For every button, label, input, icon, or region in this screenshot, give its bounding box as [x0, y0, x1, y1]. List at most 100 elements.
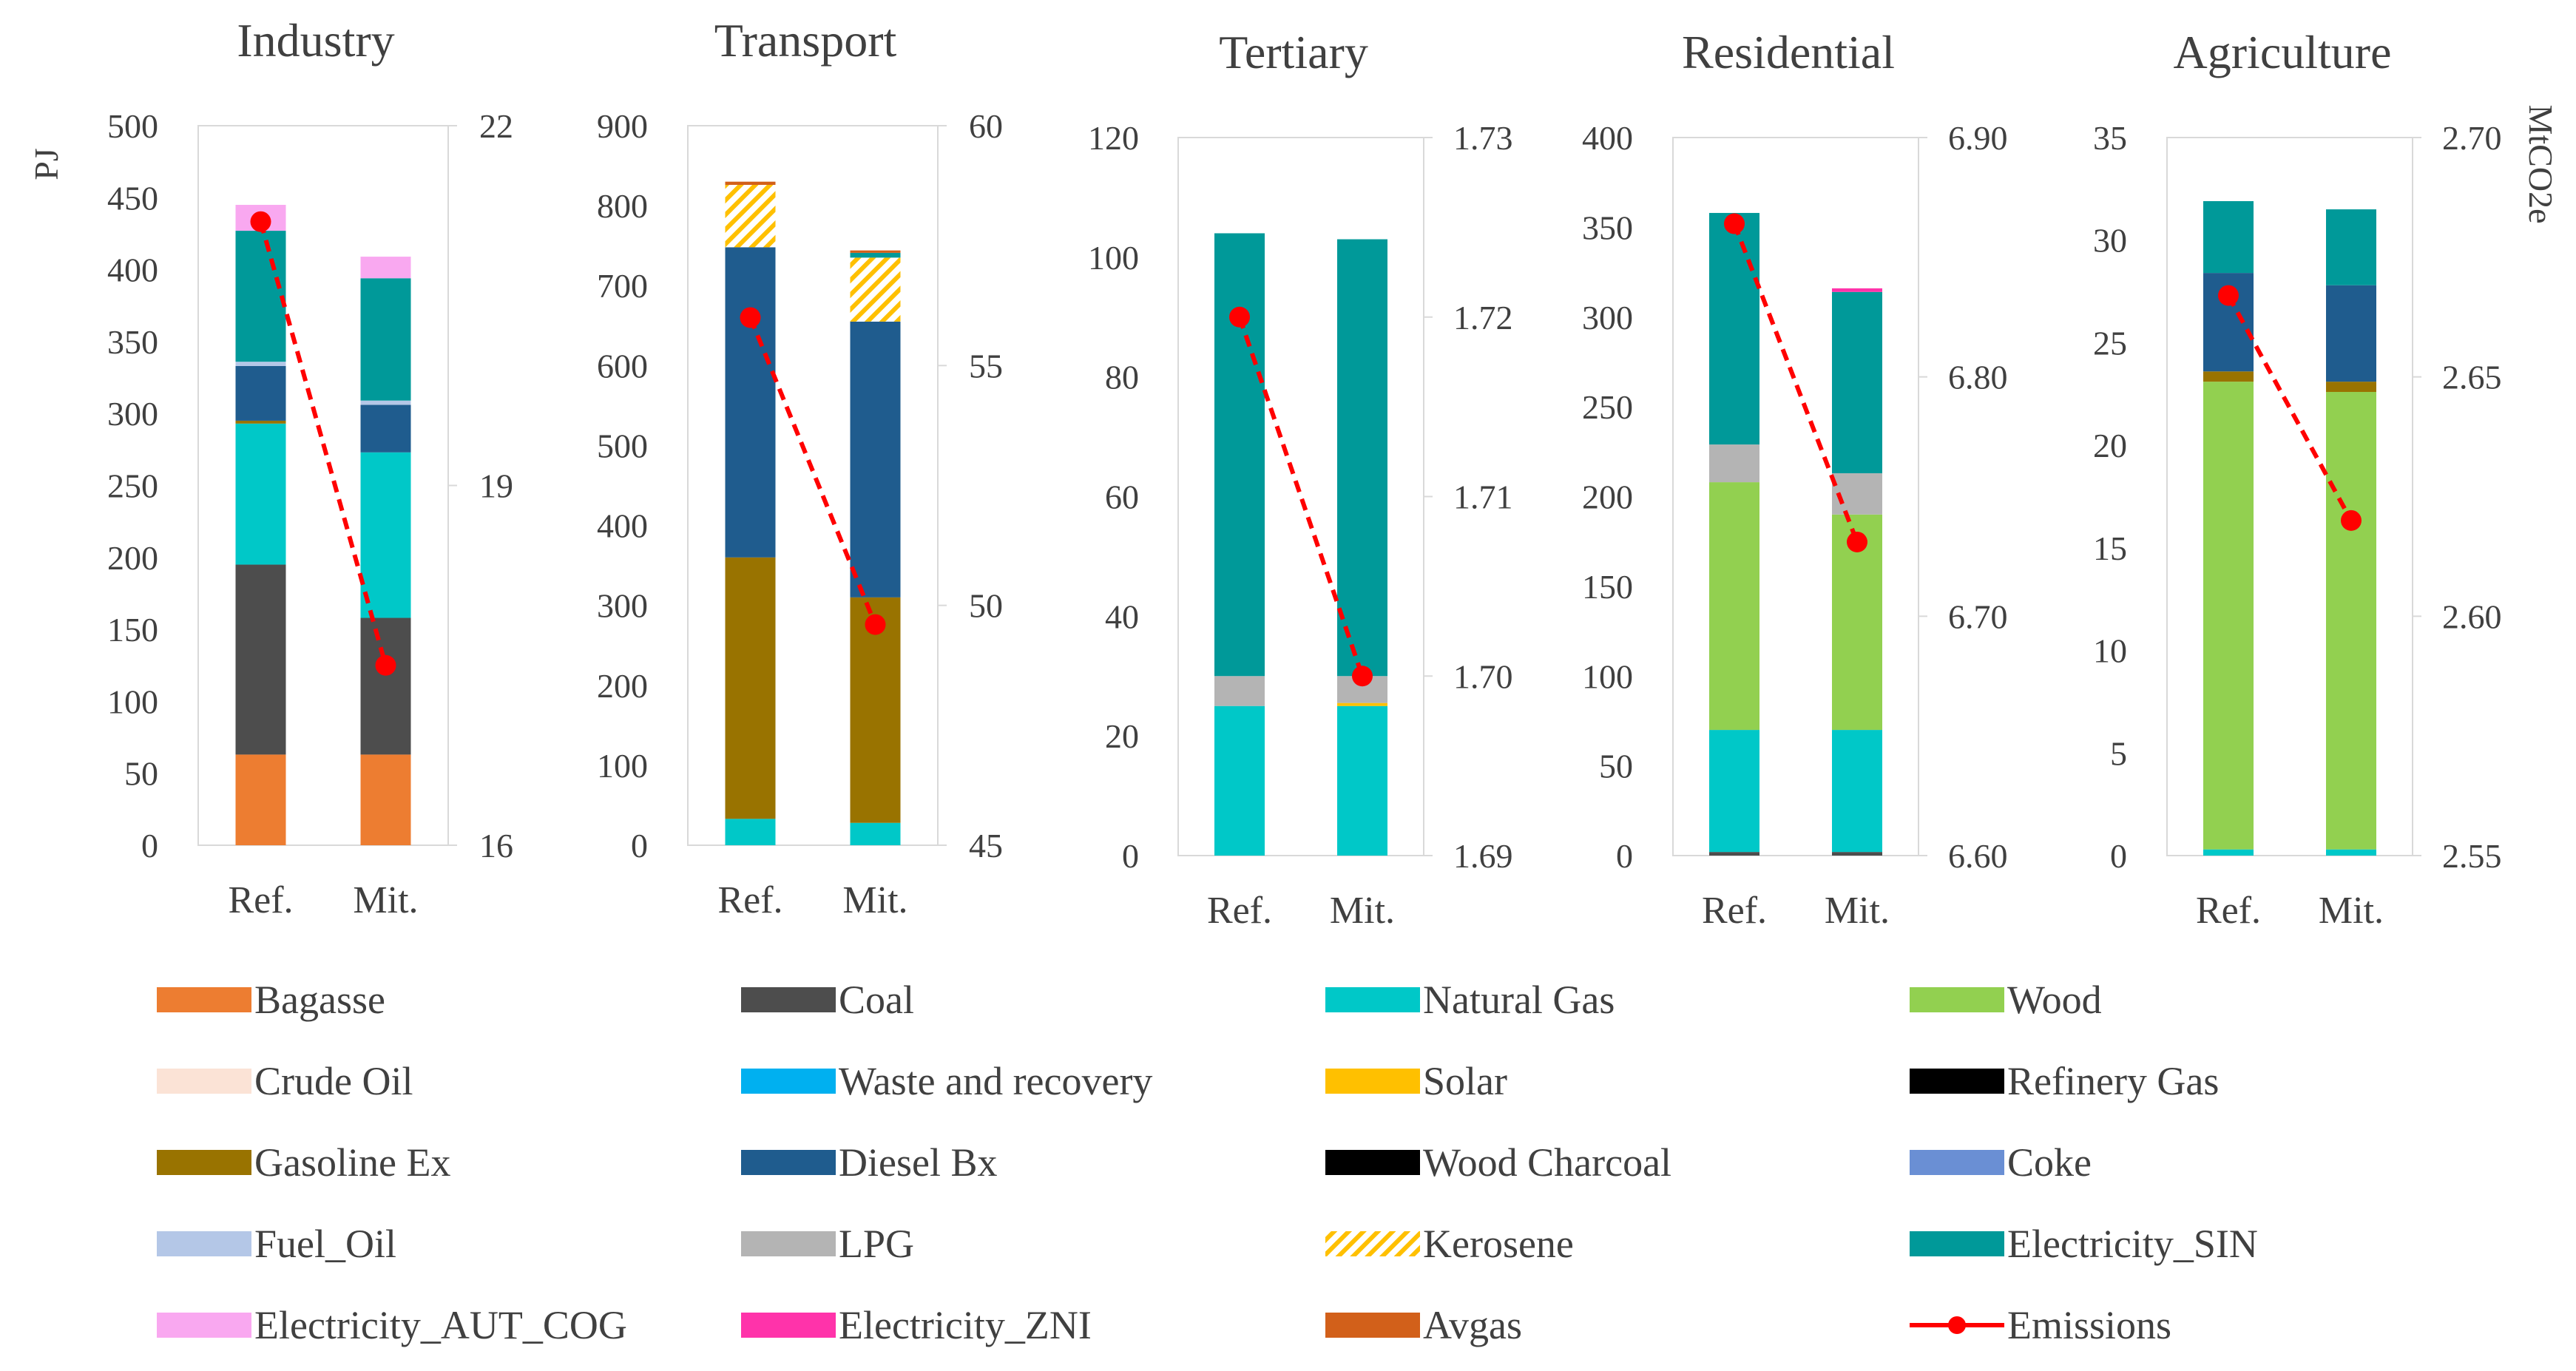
y-tick-label: 300: [107, 395, 158, 433]
legend-swatch: [741, 1313, 836, 1338]
y-tick-label: 150: [1582, 568, 1633, 606]
bar-segment-electricity-sin-ref: [1709, 212, 1759, 445]
bar-segment-solar-mit: [1337, 703, 1387, 706]
bar-segment-natural-gas-ref: [725, 819, 776, 845]
bar-segment-natural-gas-mit: [1832, 730, 1882, 853]
legend-item-lpg: LPG: [741, 1222, 914, 1266]
y-tick-label: 500: [597, 427, 648, 464]
bar-segment-diesel-bx-mit: [850, 321, 901, 598]
y-tick-label: 200: [597, 667, 648, 705]
bar-segment-electricity-sin-mit: [2326, 209, 2376, 285]
y2-tick-label: 1.70: [1453, 657, 1513, 695]
panel-title-agriculture: Agriculture: [2174, 26, 2392, 78]
legend-item-solar: Solar: [1325, 1059, 1507, 1103]
legend-swatch: [157, 1231, 251, 1256]
y-tick-label: 400: [597, 507, 648, 545]
y-axis-unit-left: PJ: [27, 148, 65, 180]
legend-item-coal: Coal: [741, 978, 914, 1022]
legend-item-refinery-gas: Refinery Gas: [1910, 1059, 2219, 1103]
y2-tick-label: 45: [969, 827, 1003, 864]
legend-item-natural-gas: Natural Gas: [1325, 978, 1615, 1022]
y-tick-label: 400: [1582, 119, 1633, 157]
y-tick-label: 200: [1582, 478, 1633, 516]
category-label-ref: Ref.: [1207, 890, 1272, 932]
y-tick-label: 150: [107, 611, 158, 649]
bar-segment-kerosene-ref: [725, 185, 776, 248]
bar-segment-electricity-sin-mit: [1337, 239, 1387, 677]
panel-industry: Industry 0 50 100 150 200 250 300 350 400 450 500 16…: [107, 14, 513, 921]
category-label-ref: Ref.: [717, 879, 782, 921]
bar-segment-avgas-ref: [725, 181, 776, 186]
legend-item-kerosene: Kerosene: [1325, 1222, 1574, 1266]
bar-segment-natural-gas-mit: [360, 452, 411, 618]
legend-item-electricity-sin: Electricity_SIN: [1910, 1222, 2258, 1266]
bar-segment-lpg-ref: [1214, 676, 1265, 706]
legend-item-emissions: Emissions: [1910, 1303, 2171, 1347]
y-tick-label: 900: [597, 107, 648, 145]
y-tick-label: 100: [1582, 657, 1633, 695]
bar-segment-coal-mit: [1832, 852, 1882, 856]
legend-item-bagasse: Bagasse: [157, 978, 385, 1022]
y-tick-label: 450: [107, 179, 158, 217]
category-label-mit: Mit.: [1825, 890, 1890, 932]
bar-segment-electricity-zni-mit: [1832, 288, 1882, 292]
y-tick-label: 60: [1105, 478, 1139, 516]
y2-tick-label: 6.60: [1948, 837, 2008, 875]
plot-area-transport: [687, 125, 939, 846]
y2-tick-label: 2.60: [2442, 598, 2502, 635]
legend-label: Solar: [1423, 1059, 1507, 1103]
bar-segment-natural-gas-mit: [1337, 705, 1387, 856]
legend-swatch: [1325, 1150, 1420, 1175]
bar-segment-electricity-sin-ref: [235, 231, 286, 362]
y2-tick-label: 22: [479, 107, 513, 145]
legend-label: Wood: [2007, 978, 2102, 1022]
bar-segment-diesel-bx-mit: [360, 404, 411, 453]
emissions-point-ref: [1229, 306, 1250, 328]
legend-swatch: [1910, 987, 2004, 1012]
plot-area-residential: [1672, 137, 1919, 856]
y-tick-label: 300: [1582, 299, 1633, 336]
panel-residential: Residential 0 50 100 150 200 250 300 350 400 6.60 6…: [1582, 26, 2008, 932]
legend-label: Wood Charcoal: [1423, 1140, 1671, 1185]
y-tick-label: 200: [107, 539, 158, 577]
legend-label: Avgas: [1423, 1303, 1522, 1347]
legend-item-diesel-bx: Diesel Bx: [741, 1140, 997, 1185]
legend-swatch: [157, 1069, 251, 1094]
y-tick-label: 350: [107, 323, 158, 361]
category-label-mit: Mit.: [842, 879, 907, 921]
y2-tick-label: 1.73: [1453, 119, 1513, 157]
emissions-line-agriculture: [2226, 294, 2353, 522]
panel-title-industry: Industry: [237, 14, 394, 67]
bar-segment-diesel-bx-ref: [725, 247, 776, 558]
y-tick-label: 15: [2093, 529, 2127, 567]
legend-label: Bagasse: [254, 978, 385, 1022]
y-tick-label: 50: [124, 755, 158, 793]
legend-item-fuel-oil: Fuel_Oil: [157, 1222, 396, 1266]
y2-tick-label: 16: [479, 827, 513, 864]
y-tick-label: 0: [141, 827, 158, 864]
bar-segment-natural-gas-mit: [850, 822, 901, 845]
y-tick-label: 100: [597, 747, 648, 785]
legend-label: Diesel Bx: [839, 1140, 997, 1185]
bar-segment-gasoline-ex-ref: [235, 420, 286, 424]
bar-segment-electricity-sin-mit: [850, 252, 901, 258]
legend-item-waste-and-recovery: Waste and recovery: [741, 1059, 1152, 1103]
legend-swatch: [157, 1313, 251, 1338]
bar-segment-electricity-aut-cog-mit: [360, 257, 411, 279]
bar-segment-electricity-sin-mit: [1832, 291, 1882, 473]
emissions-point-mit: [1847, 531, 1867, 552]
emissions-line-transport: [748, 316, 878, 626]
legend-label: LPG: [839, 1222, 914, 1266]
legend-label: Fuel_Oil: [254, 1222, 396, 1266]
bar-segment-natural-gas-ref: [1214, 705, 1265, 856]
y-tick-label: 300: [597, 587, 648, 625]
y2-tick-label: 19: [479, 467, 513, 505]
y2-axis-unit-right: MtCO2e: [2522, 105, 2560, 224]
emissions-point-ref: [740, 307, 761, 328]
bar-segment-kerosene-mit: [850, 257, 901, 322]
category-label-mit: Mit.: [2319, 890, 2384, 932]
legend-label: Waste and recovery: [839, 1059, 1152, 1103]
bar-segment-gasoline-ex-ref: [2203, 371, 2254, 382]
legend-label: Electricity_SIN: [2007, 1222, 2258, 1266]
